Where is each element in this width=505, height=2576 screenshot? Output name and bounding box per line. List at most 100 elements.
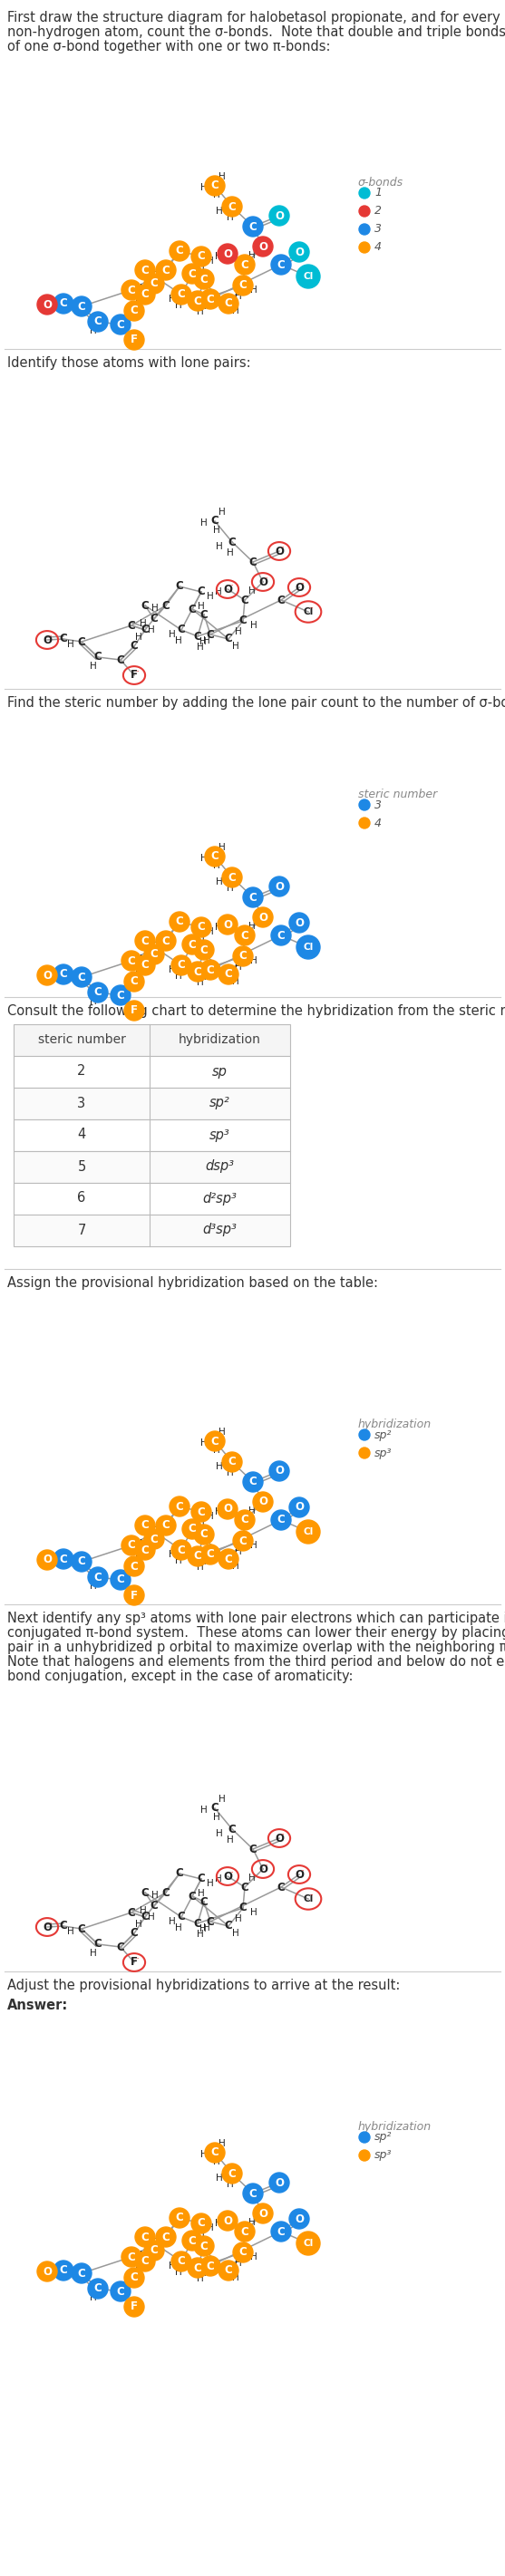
Text: H: H — [199, 636, 207, 647]
Circle shape — [253, 2202, 273, 2223]
FancyBboxPatch shape — [14, 1182, 290, 1213]
Text: C: C — [225, 299, 232, 309]
Text: H: H — [235, 291, 242, 301]
Text: sp²: sp² — [374, 1430, 392, 1440]
Circle shape — [359, 1448, 370, 1458]
Text: H: H — [90, 662, 97, 670]
Text: H: H — [175, 1924, 182, 1932]
Text: H: H — [207, 1878, 214, 1888]
Text: Consult the following chart to determine the hybridization from the steric numbe: Consult the following chart to determine… — [7, 1005, 505, 1018]
Text: C: C — [60, 1919, 68, 1932]
Text: C: C — [117, 319, 125, 330]
Text: O: O — [275, 546, 284, 556]
Text: H: H — [199, 2269, 207, 2277]
Circle shape — [37, 966, 57, 984]
Text: C: C — [277, 258, 285, 270]
Circle shape — [88, 1566, 108, 1587]
Circle shape — [72, 2264, 91, 2282]
Text: Next identify any sp³ atoms with lone pair electrons which can participate in a: Next identify any sp³ atoms with lone pa… — [7, 1613, 505, 1625]
Text: H: H — [207, 258, 214, 265]
Text: Find the steric number by adding the lone pair count to the number of σ-bonds:: Find the steric number by adding the lon… — [7, 696, 505, 711]
Text: conjugated π-bond system.  These atoms can lower their energy by placing a lone: conjugated π-bond system. These atoms ca… — [7, 1625, 505, 1641]
Circle shape — [170, 912, 189, 933]
Text: Cl: Cl — [303, 2239, 314, 2249]
Circle shape — [205, 175, 225, 196]
Text: O: O — [294, 582, 304, 592]
Text: 3: 3 — [77, 1097, 86, 1110]
Text: C: C — [207, 1548, 214, 1561]
Circle shape — [171, 956, 191, 976]
Text: H: H — [227, 884, 234, 894]
Text: H: H — [169, 1551, 176, 1558]
Text: O: O — [294, 2213, 304, 2226]
Circle shape — [218, 1499, 237, 1520]
FancyBboxPatch shape — [14, 1056, 290, 1087]
Circle shape — [72, 966, 91, 987]
Text: O: O — [259, 577, 268, 587]
Text: C: C — [78, 636, 85, 647]
Text: H: H — [215, 922, 222, 933]
Text: C: C — [239, 1535, 247, 1546]
Text: H: H — [248, 2218, 256, 2228]
Circle shape — [122, 281, 141, 299]
Text: H: H — [175, 1556, 182, 1566]
Text: C: C — [127, 956, 135, 966]
Text: C: C — [94, 1571, 102, 1584]
FancyBboxPatch shape — [14, 1121, 290, 1151]
Text: ··: ·· — [48, 1922, 53, 1927]
Circle shape — [122, 951, 141, 971]
Circle shape — [235, 925, 255, 945]
Text: C: C — [277, 595, 285, 605]
Circle shape — [88, 312, 108, 332]
Text: C: C — [225, 1553, 232, 1564]
Text: C: C — [228, 871, 236, 884]
Text: 1: 1 — [374, 188, 382, 198]
Text: C: C — [78, 2267, 85, 2280]
Circle shape — [135, 930, 155, 951]
Circle shape — [37, 1551, 57, 1569]
Text: C: C — [194, 296, 201, 307]
Circle shape — [243, 216, 263, 237]
Text: hybridization: hybridization — [358, 1419, 432, 1430]
Text: C: C — [150, 948, 158, 961]
Text: Adjust the provisional hybridizations to arrive at the result:: Adjust the provisional hybridizations to… — [7, 1978, 400, 1991]
Text: O: O — [294, 917, 304, 927]
Text: F: F — [131, 2300, 138, 2313]
Text: C: C — [78, 301, 85, 312]
Text: 2: 2 — [374, 206, 382, 216]
Text: H: H — [67, 304, 74, 314]
Circle shape — [188, 2257, 208, 2277]
Circle shape — [144, 2241, 164, 2262]
Text: C: C — [194, 1917, 201, 1929]
Circle shape — [205, 2143, 225, 2164]
Text: C: C — [277, 1880, 285, 1893]
Circle shape — [233, 1530, 253, 1551]
Text: ··: ·· — [281, 544, 285, 551]
Text: O: O — [223, 1504, 232, 1515]
Circle shape — [122, 2246, 141, 2267]
Circle shape — [191, 2213, 211, 2233]
Text: C: C — [150, 278, 158, 289]
Text: H: H — [248, 1873, 256, 1883]
Circle shape — [37, 2262, 57, 2282]
Circle shape — [200, 1546, 220, 1564]
Text: H: H — [67, 1561, 74, 1569]
Text: Cl: Cl — [303, 1528, 314, 1535]
Circle shape — [194, 1525, 214, 1546]
Text: H: H — [199, 1924, 207, 1935]
Text: H: H — [227, 2179, 234, 2190]
Circle shape — [171, 2251, 191, 2272]
Circle shape — [188, 1546, 208, 1566]
Text: O: O — [259, 1862, 268, 1875]
Text: H: H — [148, 961, 155, 969]
Circle shape — [222, 868, 242, 886]
Circle shape — [188, 961, 208, 981]
Circle shape — [235, 2221, 255, 2241]
Circle shape — [191, 917, 211, 938]
Circle shape — [111, 314, 131, 335]
Text: ··: ·· — [265, 1862, 269, 1868]
Text: C: C — [228, 536, 236, 549]
Text: C: C — [141, 1543, 149, 1556]
Circle shape — [289, 912, 309, 933]
Text: O: O — [42, 299, 52, 312]
